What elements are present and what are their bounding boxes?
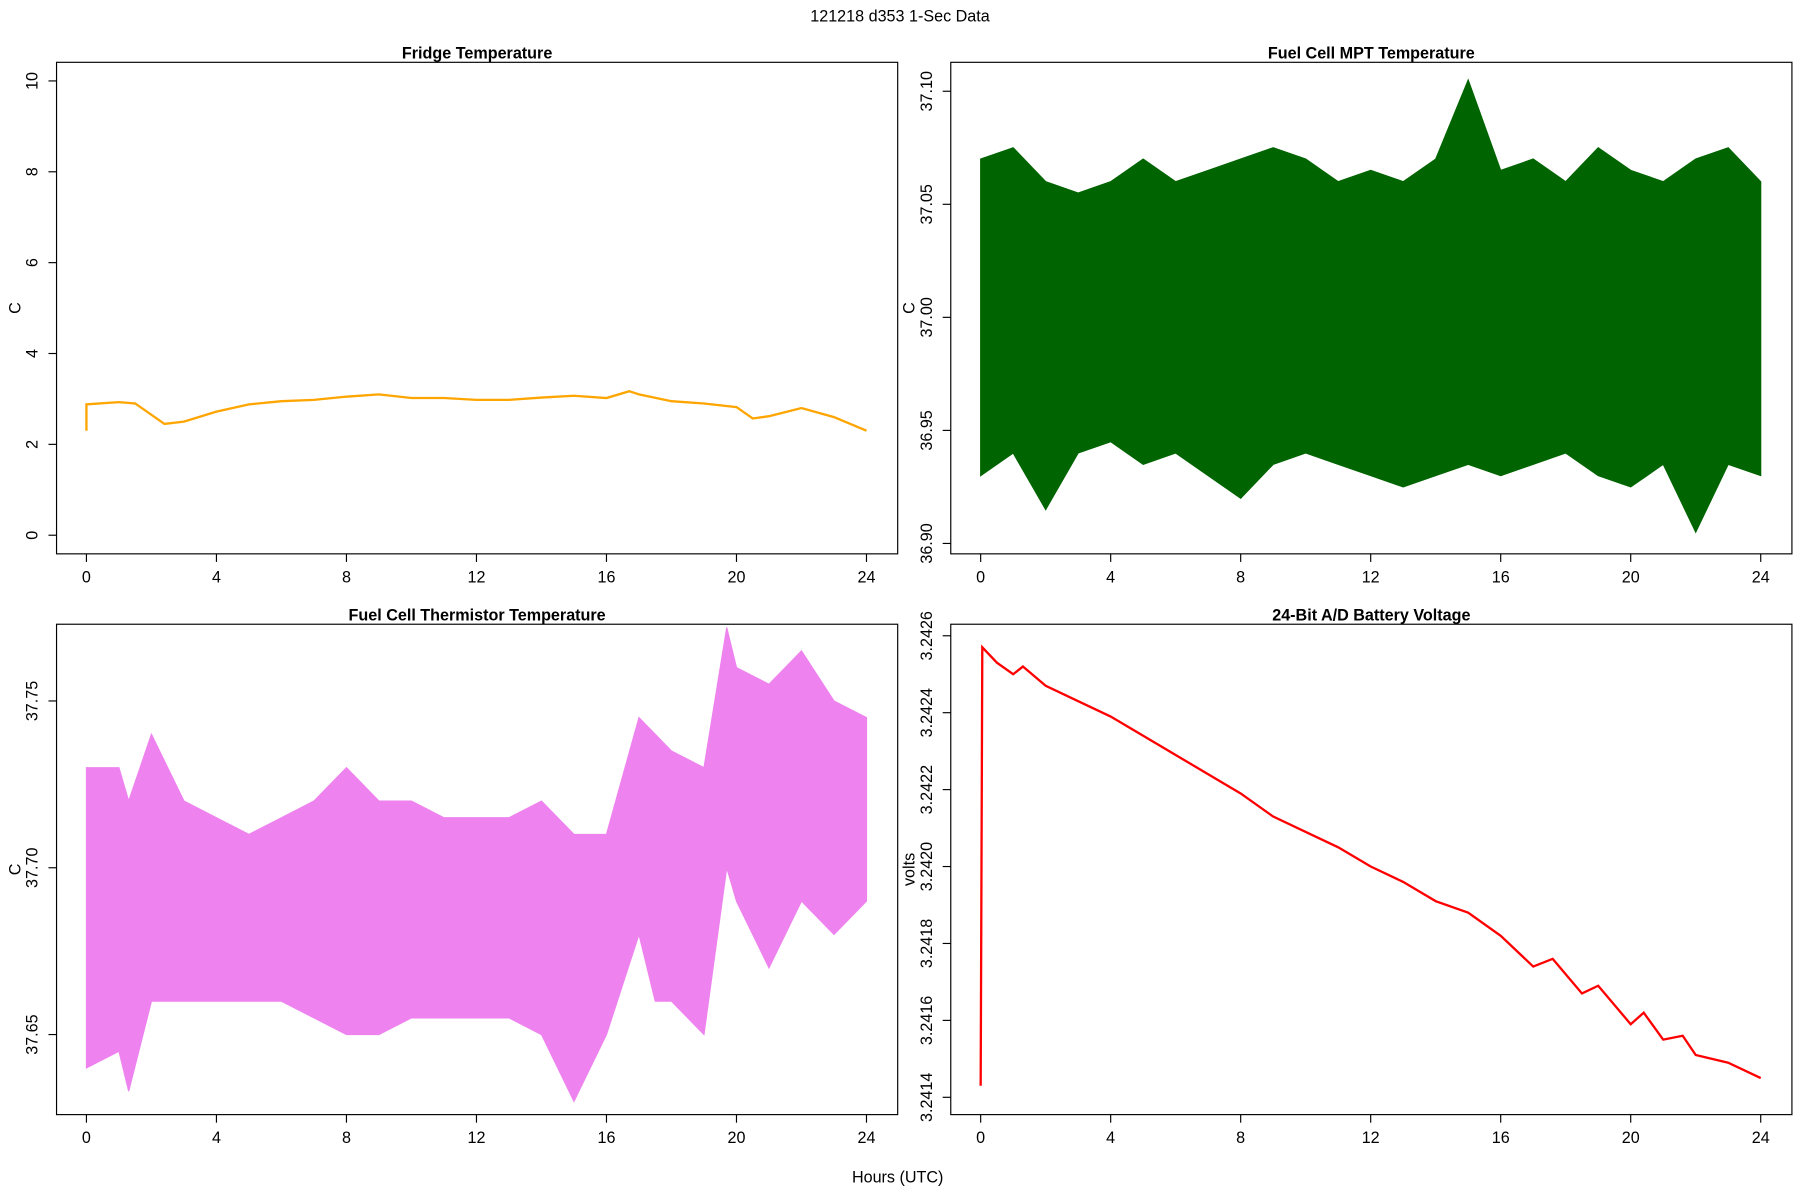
x-tick-label: 4 — [212, 1129, 221, 1147]
y-tick-label: 10 — [24, 72, 42, 90]
x-tick-label: 0 — [976, 568, 985, 586]
y-tick-label: 3.2422 — [918, 765, 936, 814]
x-tick-label: 20 — [727, 568, 745, 586]
y-tick-label: 3.2414 — [918, 1073, 936, 1122]
x-tick-label: 8 — [342, 1129, 351, 1147]
y-tick-label: 3.2424 — [918, 688, 936, 737]
y-tick-label: 37.70 — [24, 848, 42, 888]
y-tick-label: 8 — [24, 167, 42, 176]
x-tick-label: 8 — [342, 568, 351, 586]
x-tick-label: 0 — [976, 1129, 985, 1147]
x-tick-label: 0 — [82, 1129, 91, 1147]
y-tick-label: 37.75 — [24, 681, 42, 721]
y-tick-label: 3.2420 — [918, 842, 936, 891]
plot-frame — [950, 623, 1793, 1116]
y-axis-label: C — [6, 863, 24, 875]
x-tick-label: 4 — [212, 568, 221, 586]
data-band — [980, 78, 1762, 534]
x-tick-label: 20 — [1622, 568, 1640, 586]
x-tick-label: 20 — [1622, 1129, 1640, 1147]
y-tick-label: 0 — [24, 531, 42, 540]
x-tick-label: 24 — [1752, 1129, 1770, 1147]
panel-title: 24-Bit A/D Battery Voltage — [1272, 606, 1470, 624]
y-tick-label: 6 — [24, 258, 42, 267]
y-axis-label: C — [6, 302, 24, 314]
y-tick-label: 37.00 — [918, 297, 936, 337]
y-axis-label: volts — [901, 853, 919, 886]
y-tick-label: 3.2418 — [918, 919, 936, 968]
y-tick-label: 37.10 — [918, 71, 936, 111]
x-tick-label: 4 — [1106, 568, 1115, 586]
y-tick-label: 36.90 — [918, 523, 936, 563]
y-tick-label: 4 — [24, 349, 42, 358]
panel-title: Fuel Cell MPT Temperature — [1268, 44, 1475, 62]
x-tick-label: 16 — [597, 1129, 615, 1147]
x-tick-label: 24 — [858, 568, 876, 586]
plot-frame — [55, 61, 899, 555]
x-tick-label: 0 — [82, 568, 91, 586]
x-tick-label: 24 — [858, 1129, 876, 1147]
y-tick-label: 3.2426 — [918, 611, 936, 660]
panel-title: Fuel Cell Thermistor Temperature — [349, 606, 606, 624]
data-line — [85, 390, 867, 432]
x-tick-label: 16 — [1492, 568, 1510, 586]
figure-title: 121218 d353 1-Sec Data — [810, 8, 990, 26]
x-tick-label: 12 — [467, 568, 485, 586]
x-tick-label: 4 — [1106, 1129, 1115, 1147]
y-tick-label: 37.05 — [918, 184, 936, 224]
x-tick-label: 24 — [1752, 568, 1770, 586]
y-tick-label: 2 — [24, 440, 42, 449]
data-line — [979, 644, 1762, 1086]
x-axis-label: Hours (UTC) — [852, 1168, 943, 1186]
plot-frame — [55, 623, 899, 1116]
plot-frame — [950, 61, 1793, 555]
y-axis-label: C — [901, 302, 919, 314]
x-tick-label: 12 — [1362, 1129, 1380, 1147]
x-tick-label: 12 — [1362, 568, 1380, 586]
x-tick-label: 20 — [727, 1129, 745, 1147]
panel-title: Fridge Temperature — [402, 44, 552, 62]
x-tick-label: 12 — [467, 1129, 485, 1147]
data-band — [85, 627, 868, 1103]
x-tick-label: 8 — [1236, 1129, 1245, 1147]
y-tick-label: 37.65 — [24, 1014, 42, 1054]
y-tick-label: 36.95 — [918, 410, 936, 450]
x-tick-label: 8 — [1236, 568, 1245, 586]
y-tick-label: 3.2416 — [918, 996, 936, 1045]
x-tick-label: 16 — [1492, 1129, 1510, 1147]
x-tick-label: 16 — [597, 568, 615, 586]
